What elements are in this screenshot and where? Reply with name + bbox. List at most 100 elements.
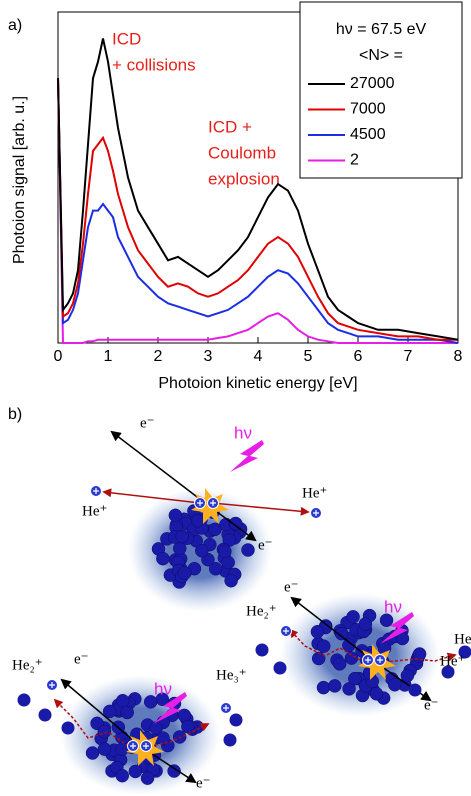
atom: [17, 693, 31, 707]
label: e⁻: [196, 775, 211, 791]
atom: [317, 639, 331, 653]
x-tick-label: 6: [354, 348, 363, 365]
ion-arrow: [211, 502, 310, 516]
atom: [175, 529, 189, 544]
legend-subtitle: <N> =: [359, 47, 403, 64]
ion-arrow: [288, 628, 361, 661]
atom: [224, 573, 238, 588]
chart: a) Photoion signal [arb. u.] Photoion ki…: [8, 1, 463, 392]
x-tick-label: 2: [154, 348, 163, 365]
annotation: Coulomb: [208, 143, 276, 162]
ion-sign: [49, 682, 55, 688]
data-line: [57, 78, 458, 344]
ion-sign: [130, 743, 136, 749]
ions: [17, 485, 471, 752]
atom: [342, 638, 356, 652]
y-axis-label: Photoion signal [arb. u.]: [11, 96, 28, 264]
atom: [168, 508, 183, 523]
annotation: ICD +: [208, 117, 252, 136]
photon: [230, 440, 264, 472]
atom: [332, 657, 347, 671]
label: He: [454, 631, 471, 647]
panel-label: a): [8, 17, 22, 34]
atom: [229, 516, 243, 531]
atom: [241, 543, 255, 557]
atom: [311, 651, 326, 666]
annotation: explosion: [208, 169, 280, 188]
x-axis-label: Photoion kinetic energy [eV]: [158, 375, 357, 392]
atom: [369, 687, 384, 701]
ion-sign: [283, 628, 289, 634]
ion-sign: [223, 705, 229, 711]
atom: [255, 643, 269, 657]
label: e⁻: [284, 579, 299, 595]
label: He⁺: [302, 485, 327, 501]
electron-arrow: [110, 430, 206, 504]
legend-box: [299, 1, 463, 179]
label: He₂⁺: [12, 657, 43, 673]
legend-label: 4500: [350, 126, 386, 143]
label: hν: [384, 597, 402, 616]
label: e⁻: [140, 415, 155, 431]
atom: [85, 746, 100, 760]
x-tick-label: 5: [304, 348, 313, 365]
label: He₃⁺: [216, 667, 247, 683]
ion-sign: [143, 743, 149, 749]
data-line: [57, 78, 458, 341]
photon: [153, 692, 187, 724]
x-tick-label: 0: [54, 348, 63, 365]
atom: [97, 725, 112, 739]
panel-label: b): [8, 406, 22, 423]
label: He⁺: [440, 653, 465, 669]
atom: [310, 625, 325, 639]
ion-sign: [93, 488, 99, 494]
x-tick-label: 4: [254, 348, 263, 365]
legend-label: 27000: [350, 75, 395, 92]
atom: [379, 613, 394, 627]
ion-arrow: [149, 723, 210, 747]
atom: [328, 679, 342, 693]
label: e⁻: [424, 697, 439, 713]
annotation: + collisions: [112, 55, 196, 74]
atom: [346, 610, 360, 624]
atom: [97, 742, 112, 756]
atom: [334, 626, 349, 641]
data-line: [57, 38, 459, 341]
atom: [342, 682, 356, 696]
label: e⁻: [74, 651, 89, 667]
ion-arrow: [53, 698, 129, 747]
atom: [221, 555, 235, 570]
atom: [408, 683, 422, 697]
atom: [223, 733, 237, 747]
x-tick-label: 7: [404, 348, 413, 365]
atom: [358, 617, 373, 631]
x-tick-label: 1: [104, 348, 113, 365]
atom: [102, 704, 117, 719]
ion-sign: [197, 500, 203, 506]
atom: [458, 645, 471, 659]
diagram: b) e⁻ hν He⁺ He⁺ e⁻ e⁻ hν He: [8, 406, 471, 795]
atom: [156, 551, 170, 566]
atom: [120, 705, 134, 720]
label: He⁺: [82, 503, 107, 519]
annotation: ICD: [112, 29, 141, 48]
atom: [412, 647, 427, 661]
photon: [380, 612, 414, 644]
atom: [61, 721, 75, 735]
atom: [167, 764, 181, 778]
atom: [441, 665, 455, 679]
atom: [348, 671, 362, 686]
legend-label: 2: [350, 152, 359, 169]
electron-arrow: [60, 678, 141, 747]
atom: [178, 566, 192, 580]
ion-sign: [365, 657, 371, 663]
atom: [38, 708, 52, 722]
atom: [181, 719, 195, 734]
atom: [273, 661, 287, 675]
atom: [191, 513, 205, 528]
atom: [316, 680, 331, 695]
atom: [218, 544, 232, 559]
legend-title: hν = 67.5 eV: [336, 21, 427, 38]
